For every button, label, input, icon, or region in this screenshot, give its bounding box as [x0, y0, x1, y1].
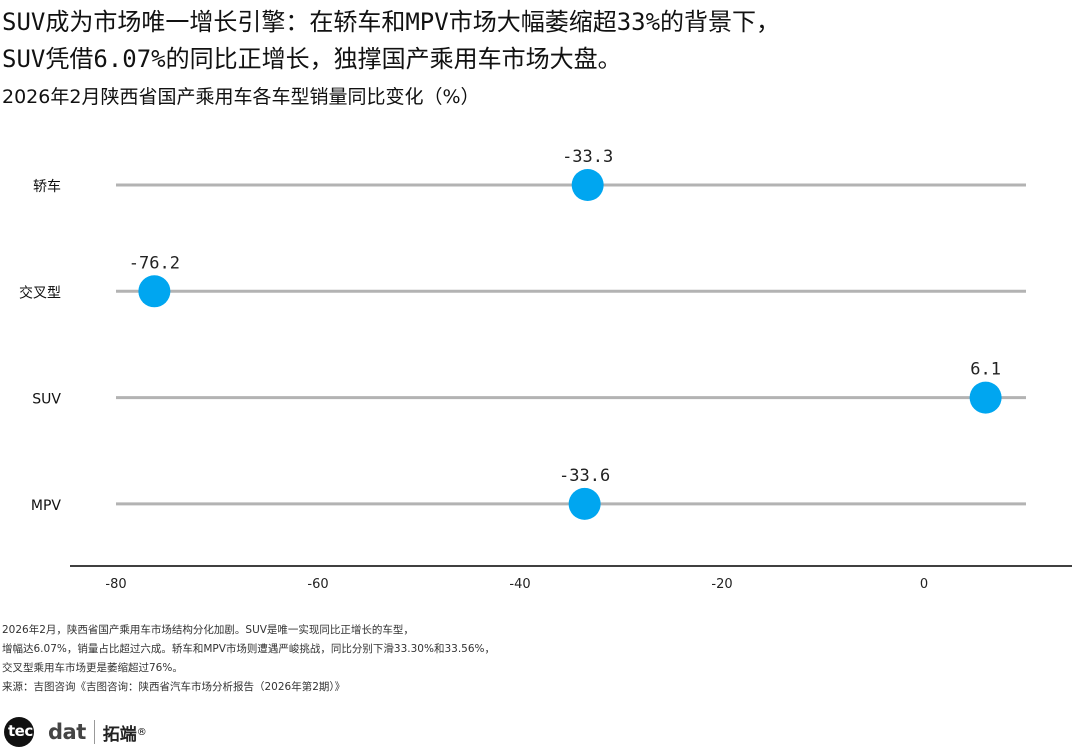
logo-wordmark: dat — [48, 720, 86, 744]
row-1-value-label: -33.3 — [562, 147, 613, 167]
row-2-dot — [138, 275, 171, 308]
logo-badge: tec — [4, 717, 34, 747]
row-1-dot — [571, 169, 604, 201]
chart-title: 2026年2月陕西省国产乘用车各车型销量同比变化（%） — [2, 86, 480, 108]
logo-divider — [93, 720, 95, 744]
row-3-value-label: 6.1 — [970, 360, 1001, 380]
row-3-dot — [969, 381, 1002, 414]
row-4-value-label: -33.6 — [559, 466, 610, 486]
x-tick-label-4: -20 — [711, 577, 732, 592]
note-line-2: 增幅达6.07%，销量占比超过六成。轿车和MPV市场则遭遇严峻挑战，同比分别下滑… — [2, 643, 496, 655]
x-tick-label-2: -60 — [307, 577, 328, 592]
chart-notes: 2026年2月，陕西省国产乘用车市场结构分化加剧。SUV是唯一实现同比正增长的车… — [2, 621, 495, 697]
row-2-category-label: 交叉型 — [19, 284, 61, 301]
x-tick-label-3: -40 — [509, 577, 530, 592]
logo-badge-text: tec — [8, 722, 33, 740]
row-2-value-label: -76.2 — [129, 253, 180, 273]
logo-chinese-name: 拓端 — [102, 724, 137, 745]
row-4-category-label: MPV — [31, 498, 62, 514]
x-tick-label-5: 0 — [920, 577, 928, 592]
note-line-1: 2026年2月，陕西省国产乘用车市场结构分化加剧。SUV是唯一实现同比正增长的车… — [2, 624, 414, 636]
note-line-3: 交叉型乘用车市场更是萎缩超过76%。 — [2, 662, 183, 674]
row-3-category-label: SUV — [32, 392, 61, 408]
dot-chart: 轿车 -33.3 交叉型 -76.2 SUV 6.1 MPV -33.6 -80 -60 -40 -2… — [19, 147, 1072, 592]
x-tick-label-1: -80 — [105, 577, 126, 592]
row-1-category-label: 轿车 — [33, 178, 61, 195]
source-line: 来源：吉图咨询《吉图咨询：陕西省汽车市场分析报告（2026年第2期）》 — [2, 681, 346, 693]
headline-line-2: SUV凭借6.07%的同比正增长，独撑国产乘用车市场大盘。 — [2, 45, 622, 73]
row-4-dot — [568, 487, 601, 520]
brand-logo: tec dat 拓端 ® — [4, 712, 147, 752]
headline-line-1: SUV成为市场唯一增长引擎：在轿车和MPV市场大幅萎缩超33%的背景下， — [2, 8, 781, 36]
logo-registered-mark: ® — [136, 726, 147, 738]
headline: SUV成为市场唯一增长引擎：在轿车和MPV市场大幅萎缩超33%的背景下， SUV… — [2, 4, 1072, 78]
